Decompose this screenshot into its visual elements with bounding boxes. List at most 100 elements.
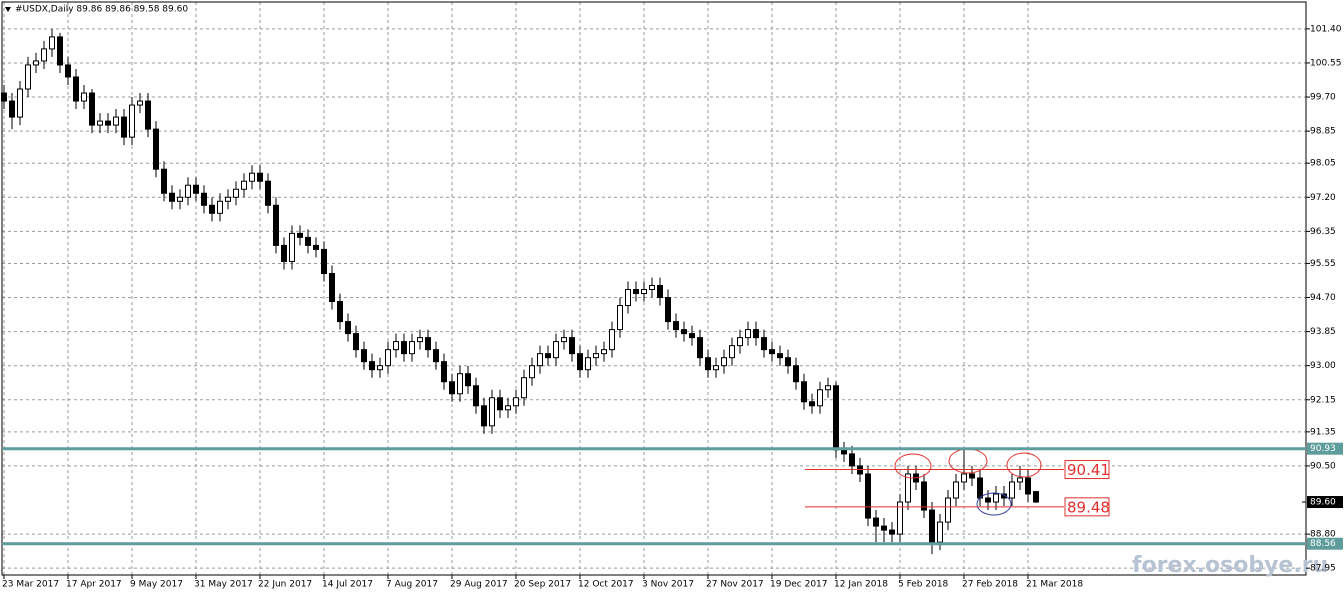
candle-body xyxy=(841,449,847,455)
candle-body xyxy=(337,301,343,323)
candle-body xyxy=(353,333,359,351)
grid xyxy=(2,2,1306,575)
candle-body xyxy=(105,120,111,126)
candle-body xyxy=(777,353,783,359)
candle-body xyxy=(601,349,607,355)
candle-body xyxy=(257,172,263,182)
candle-body xyxy=(609,329,615,351)
candle-body xyxy=(849,453,855,467)
y-tick-label: 91.35 xyxy=(1310,427,1336,437)
candle-body xyxy=(625,289,631,307)
candle-body xyxy=(217,200,223,214)
candle-body xyxy=(1033,491,1039,503)
candle-body xyxy=(545,353,551,359)
candle-body xyxy=(745,329,751,339)
candle-body xyxy=(273,204,279,246)
candle-body xyxy=(401,341,407,355)
candle-body xyxy=(505,405,511,411)
candle-body xyxy=(225,196,231,202)
candle-body xyxy=(577,353,583,371)
candle-body xyxy=(889,529,895,535)
y-tick-label: 101.40 xyxy=(1310,24,1342,34)
x-tick-label: 23 Mar 2017 xyxy=(2,580,59,590)
y-tick-label: 98.05 xyxy=(1310,159,1336,169)
x-tick-label: 21 Mar 2018 xyxy=(1026,580,1083,590)
candle-body xyxy=(553,341,559,359)
symbol-icon xyxy=(5,7,11,12)
candle-body xyxy=(657,284,663,299)
candle-body xyxy=(681,329,687,335)
candle-body xyxy=(881,525,887,531)
plot-border xyxy=(1,1,1307,576)
x-tick-label: 27 Nov 2017 xyxy=(706,580,764,590)
candle-body xyxy=(377,365,383,371)
candle-body xyxy=(793,365,799,383)
candle-body xyxy=(897,501,903,535)
pattern-label-box xyxy=(1064,460,1110,480)
candle-body xyxy=(737,337,743,347)
candle-body xyxy=(833,385,839,451)
candle-body xyxy=(785,357,791,367)
candle-body xyxy=(569,337,575,355)
candle-body xyxy=(1017,477,1023,483)
candle-body xyxy=(281,244,287,262)
x-tick-label: 27 Feb 2018 xyxy=(962,580,1018,590)
candle-body xyxy=(593,353,599,359)
candle-body xyxy=(369,361,375,371)
candle-body xyxy=(977,477,983,499)
candle-body xyxy=(705,357,711,371)
chart-title: #USDX,Daily 89.86 89.86 89.58 89.60 xyxy=(15,5,188,15)
candle-body xyxy=(513,397,519,407)
last-price-label: 89.60 xyxy=(1310,498,1336,508)
candle-body xyxy=(585,357,591,371)
candle-body xyxy=(713,365,719,371)
x-tick-label: 17 Apr 2017 xyxy=(66,580,122,590)
candle-body xyxy=(185,184,191,198)
candle-body xyxy=(969,473,975,479)
x-tick-label: 29 Aug 2017 xyxy=(450,580,508,590)
candle-body xyxy=(497,397,503,411)
x-tick-label: 9 May 2017 xyxy=(130,580,183,590)
candle-body xyxy=(825,385,831,391)
candle-body xyxy=(33,60,39,66)
x-tick-label: 12 Oct 2017 xyxy=(578,580,634,590)
candle-body xyxy=(673,321,679,331)
candle-body xyxy=(145,100,151,130)
pattern-label: 90.41 xyxy=(1067,461,1110,479)
candle-body xyxy=(321,248,327,274)
candle-body xyxy=(473,385,479,407)
candle-body xyxy=(249,172,255,182)
candle-body xyxy=(441,361,447,383)
candle-body xyxy=(929,509,935,543)
plot xyxy=(1,28,1039,555)
candle-body xyxy=(345,321,351,335)
candle-body xyxy=(537,353,543,367)
candle-body xyxy=(89,92,95,126)
y-tick-label: 88.80 xyxy=(1310,530,1336,540)
candle-body xyxy=(393,341,399,351)
x-tick-label: 12 Jan 2018 xyxy=(834,580,888,590)
candle-body xyxy=(1025,477,1031,495)
candle-body xyxy=(641,289,647,295)
candle-body xyxy=(57,36,63,66)
candle-body xyxy=(137,100,143,106)
candle-body xyxy=(209,204,215,214)
level-label-box xyxy=(1307,537,1343,550)
x-tick-label: 20 Sep 2017 xyxy=(514,580,571,590)
level-label: 90.93 xyxy=(1310,444,1336,454)
candle-body xyxy=(417,337,423,343)
peak-marker xyxy=(1006,452,1042,478)
candle-body xyxy=(985,497,991,503)
candle-body xyxy=(17,88,23,118)
candle-body xyxy=(561,337,567,343)
candle-body xyxy=(665,297,671,323)
candle-body xyxy=(993,493,999,503)
candle-body xyxy=(65,64,71,78)
level-label-box xyxy=(1307,442,1343,455)
candle-body xyxy=(193,184,199,194)
candle-body xyxy=(121,116,127,138)
level-label: 88.56 xyxy=(1310,539,1336,549)
candle-body xyxy=(817,389,823,407)
candle-body xyxy=(953,481,959,499)
